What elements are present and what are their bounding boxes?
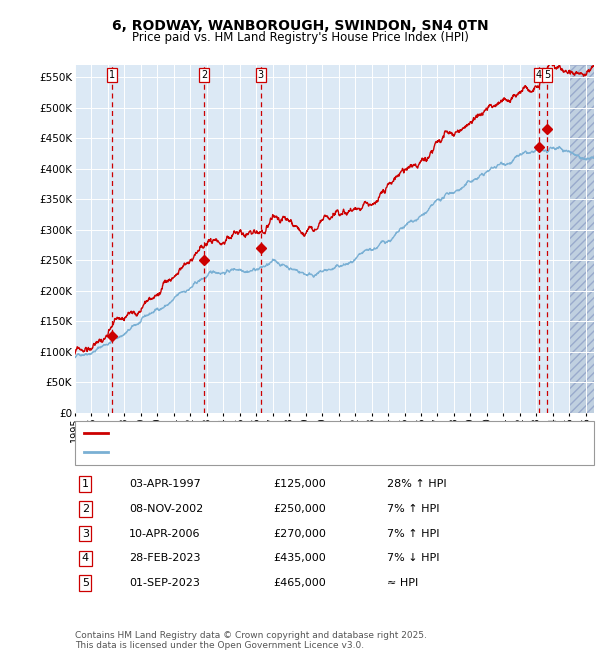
Text: Price paid vs. HM Land Registry's House Price Index (HPI): Price paid vs. HM Land Registry's House … [131,31,469,44]
Text: 4: 4 [82,553,89,564]
Text: 6, RODWAY, WANBOROUGH, SWINDON, SN4 0TN: 6, RODWAY, WANBOROUGH, SWINDON, SN4 0TN [112,19,488,33]
Text: £270,000: £270,000 [273,528,326,539]
Text: 2: 2 [82,504,89,514]
Text: 01-SEP-2023: 01-SEP-2023 [129,578,200,588]
Text: 5: 5 [82,578,89,588]
Text: HPI: Average price, detached house, Swindon: HPI: Average price, detached house, Swin… [114,447,351,458]
Text: 1: 1 [82,479,89,489]
Text: 7% ↑ HPI: 7% ↑ HPI [387,528,439,539]
Bar [569,65,594,413]
Bar [569,65,594,413]
Text: 1: 1 [109,70,115,80]
Text: 08-NOV-2002: 08-NOV-2002 [129,504,203,514]
Text: 4: 4 [536,70,542,80]
Text: £435,000: £435,000 [273,553,326,564]
Text: £125,000: £125,000 [273,479,326,489]
Text: 3: 3 [82,528,89,539]
Text: 03-APR-1997: 03-APR-1997 [129,479,201,489]
Text: 7% ↑ HPI: 7% ↑ HPI [387,504,439,514]
Text: £250,000: £250,000 [273,504,326,514]
Text: ≈ HPI: ≈ HPI [387,578,418,588]
Text: 3: 3 [257,70,264,80]
Text: Contains HM Land Registry data © Crown copyright and database right 2025.
This d: Contains HM Land Registry data © Crown c… [75,630,427,650]
Text: 6, RODWAY, WANBOROUGH, SWINDON, SN4 0TN (detached house): 6, RODWAY, WANBOROUGH, SWINDON, SN4 0TN … [114,428,463,438]
Text: 28-FEB-2023: 28-FEB-2023 [129,553,200,564]
Text: 2: 2 [201,70,208,80]
Text: 10-APR-2006: 10-APR-2006 [129,528,200,539]
Text: £465,000: £465,000 [273,578,326,588]
Text: 7% ↓ HPI: 7% ↓ HPI [387,553,439,564]
Text: 5: 5 [544,70,550,80]
Text: 28% ↑ HPI: 28% ↑ HPI [387,479,446,489]
